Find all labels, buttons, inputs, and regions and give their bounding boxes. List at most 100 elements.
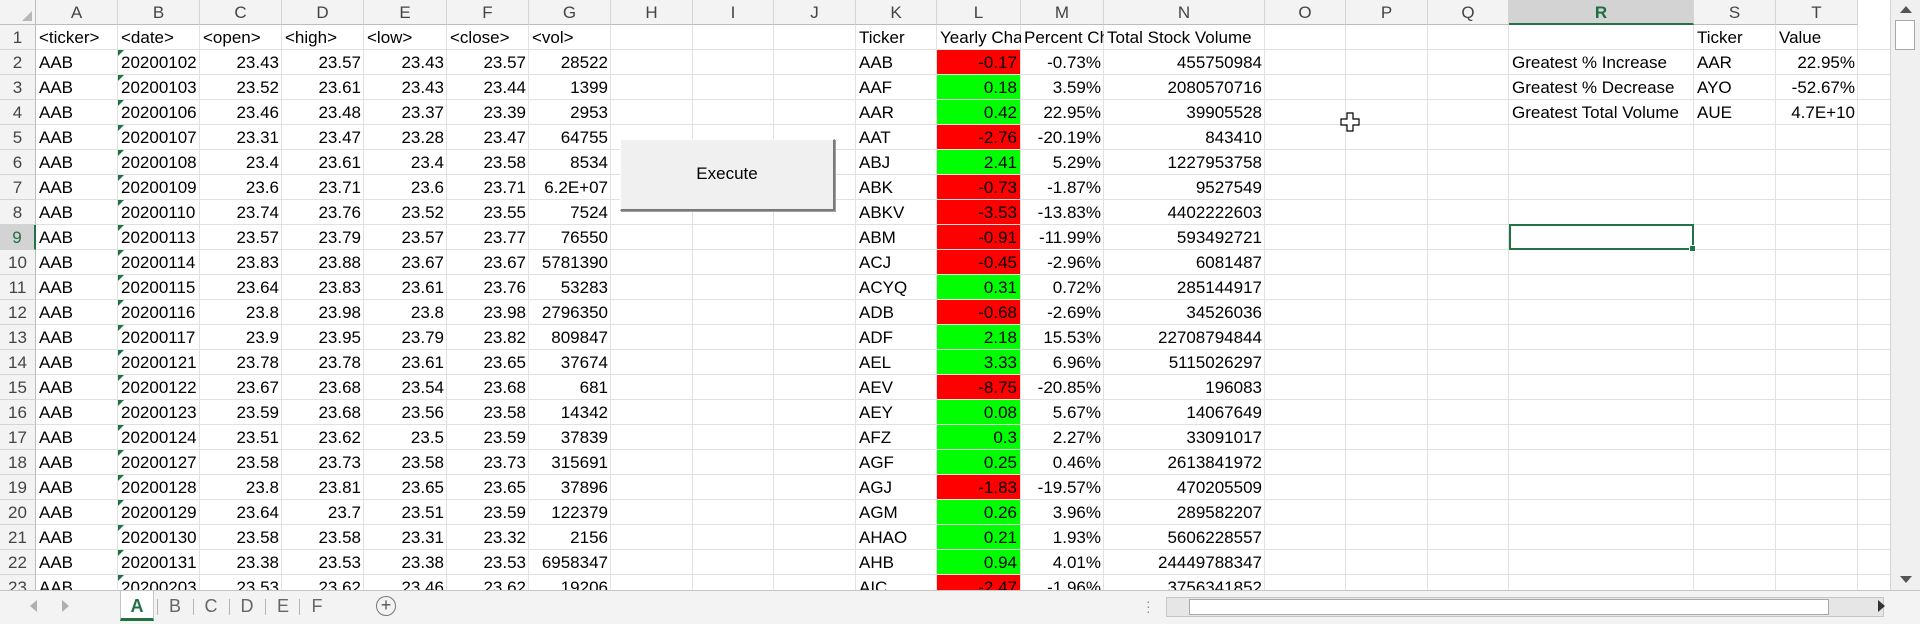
yearly-change-cell[interactable]: -0.45	[937, 250, 1020, 274]
raw-data-cell[interactable]: 20200124	[118, 425, 200, 450]
raw-data-cell[interactable]: 23.57	[483, 53, 526, 72]
raw-data-cell[interactable]: 23.32	[483, 528, 526, 547]
raw-data-cell[interactable]: 23.95	[318, 328, 361, 347]
row-header-18[interactable]: 18	[0, 450, 36, 475]
raw-data-cell[interactable]: AAB	[39, 503, 74, 522]
row-header-21[interactable]: 21	[0, 525, 36, 550]
row-header-4[interactable]: 4	[0, 100, 36, 125]
raw-data-cell[interactable]: AAB	[39, 53, 74, 72]
total-volume-cell[interactable]: 285144917	[1176, 278, 1262, 297]
column-header-n[interactable]: N	[1104, 0, 1265, 25]
raw-header-cell[interactable]: <vol>	[532, 28, 574, 47]
raw-data-cell[interactable]: 23.53	[318, 553, 361, 572]
raw-data-cell[interactable]: 23.48	[318, 103, 361, 122]
vertical-scroll-thumb[interactable]	[1895, 20, 1915, 50]
column-header-k[interactable]: K	[856, 0, 937, 25]
raw-data-cell[interactable]: 2796350	[541, 303, 608, 322]
raw-data-cell[interactable]: AAB	[39, 353, 74, 372]
raw-data-cell[interactable]: AAB	[39, 553, 74, 572]
row-header-3[interactable]: 3	[0, 75, 36, 100]
percent-change-cell[interactable]: -0.73%	[1047, 53, 1101, 72]
raw-data-cell[interactable]: 23.52	[401, 203, 444, 222]
summary-header-cell[interactable]: Percent Ch	[1024, 28, 1104, 47]
percent-change-cell[interactable]: 15.53%	[1043, 328, 1101, 347]
raw-data-cell[interactable]: 23.77	[483, 228, 526, 247]
prev-sheet-icon[interactable]	[30, 600, 37, 612]
raw-data-cell[interactable]: 23.47	[318, 128, 361, 147]
raw-data-cell[interactable]: 23.68	[318, 403, 361, 422]
total-volume-cell[interactable]: 5606228557	[1167, 528, 1262, 547]
row-header-6[interactable]: 6	[0, 150, 36, 175]
raw-data-cell[interactable]: 23.8	[245, 478, 279, 497]
raw-data-cell[interactable]: 23.52	[236, 78, 279, 97]
raw-header-cell[interactable]: <ticker>	[39, 28, 100, 47]
percent-change-cell[interactable]: 4.01%	[1052, 553, 1101, 572]
active-cell-selection[interactable]	[1509, 224, 1696, 252]
column-header-e[interactable]: E	[364, 0, 447, 25]
column-header-f[interactable]: F	[447, 0, 529, 25]
raw-data-cell[interactable]: AAB	[39, 328, 74, 347]
summary-ticker-cell[interactable]: AGM	[859, 503, 898, 522]
percent-change-cell[interactable]: 5.67%	[1052, 403, 1101, 422]
raw-data-cell[interactable]: 23.6	[410, 178, 444, 197]
raw-data-cell[interactable]: 23.55	[483, 203, 526, 222]
summary-ticker-cell[interactable]: AGF	[859, 453, 894, 472]
yearly-change-cell[interactable]: 0.25	[937, 450, 1020, 474]
summary-header-cell[interactable]: Ticker	[859, 28, 905, 47]
summary-ticker-cell[interactable]: ACYQ	[859, 278, 908, 297]
total-volume-cell[interactable]: 196083	[1205, 378, 1262, 397]
raw-data-cell[interactable]: 23.62	[318, 428, 361, 447]
percent-change-cell[interactable]: 22.95%	[1043, 103, 1101, 122]
raw-data-cell[interactable]: 23.73	[318, 453, 361, 472]
column-header-s[interactable]: S	[1694, 0, 1776, 25]
row-header-22[interactable]: 22	[0, 550, 36, 575]
raw-data-cell[interactable]: 23.46	[236, 103, 279, 122]
raw-data-cell[interactable]: 20200123	[118, 400, 200, 425]
raw-data-cell[interactable]: 20200113	[118, 225, 200, 250]
next-sheet-icon[interactable]	[62, 600, 69, 612]
total-volume-cell[interactable]: 24449788347	[1157, 553, 1262, 572]
raw-data-cell[interactable]: 28522	[560, 53, 608, 72]
summary-ticker-cell[interactable]: ABK	[859, 178, 894, 197]
greatest-label-cell[interactable]: Greatest % Increase	[1512, 53, 1667, 72]
total-volume-cell[interactable]: 9527549	[1195, 178, 1262, 197]
raw-data-cell[interactable]: 23.82	[483, 328, 526, 347]
raw-data-cell[interactable]: 23.64	[236, 503, 279, 522]
yearly-change-cell[interactable]: -1.83	[937, 475, 1020, 499]
raw-data-cell[interactable]: 37896	[560, 478, 608, 497]
raw-data-cell[interactable]: AAB	[39, 78, 74, 97]
percent-change-cell[interactable]: -13.83%	[1037, 203, 1101, 222]
raw-data-cell[interactable]: 20200116	[118, 300, 200, 325]
raw-header-cell[interactable]: <date>	[121, 28, 174, 47]
scroll-up-icon[interactable]	[1900, 6, 1912, 13]
horizontal-scrollbar[interactable]	[1166, 597, 1884, 617]
row-header-12[interactable]: 12	[0, 300, 36, 325]
raw-data-cell[interactable]: 23.47	[483, 128, 526, 147]
raw-data-cell[interactable]: 23.78	[318, 353, 361, 372]
raw-data-cell[interactable]: 20200106	[118, 100, 200, 125]
raw-data-cell[interactable]: 8534	[570, 153, 608, 172]
raw-data-cell[interactable]: 20200109	[118, 175, 200, 200]
raw-data-cell[interactable]: 23.39	[483, 103, 526, 122]
raw-data-cell[interactable]: 23.58	[401, 453, 444, 472]
column-header-c[interactable]: C	[200, 0, 282, 25]
raw-data-cell[interactable]: 23.56	[401, 403, 444, 422]
raw-data-cell[interactable]: 23.53	[483, 553, 526, 572]
raw-data-cell[interactable]: 23.68	[483, 378, 526, 397]
summary-ticker-cell[interactable]: AEY	[859, 403, 894, 422]
row-header-15[interactable]: 15	[0, 375, 36, 400]
summary-ticker-cell[interactable]: AHAO	[859, 528, 908, 547]
yearly-change-cell[interactable]: 0.08	[937, 400, 1020, 424]
raw-header-cell[interactable]: <close>	[450, 28, 510, 47]
row-header-8[interactable]: 8	[0, 200, 36, 225]
total-volume-cell[interactable]: 5115026297	[1168, 353, 1262, 372]
row-header-9[interactable]: 9	[0, 225, 36, 250]
raw-data-cell[interactable]: 23.88	[318, 253, 361, 272]
sheet-tab-a[interactable]: A	[120, 591, 154, 621]
summary-ticker-cell[interactable]: ADB	[859, 303, 894, 322]
percent-change-cell[interactable]: 1.93%	[1052, 528, 1101, 547]
raw-data-cell[interactable]: 23.59	[236, 403, 279, 422]
total-volume-cell[interactable]: 1227953758	[1167, 153, 1262, 172]
raw-data-cell[interactable]: 23.61	[318, 78, 361, 97]
